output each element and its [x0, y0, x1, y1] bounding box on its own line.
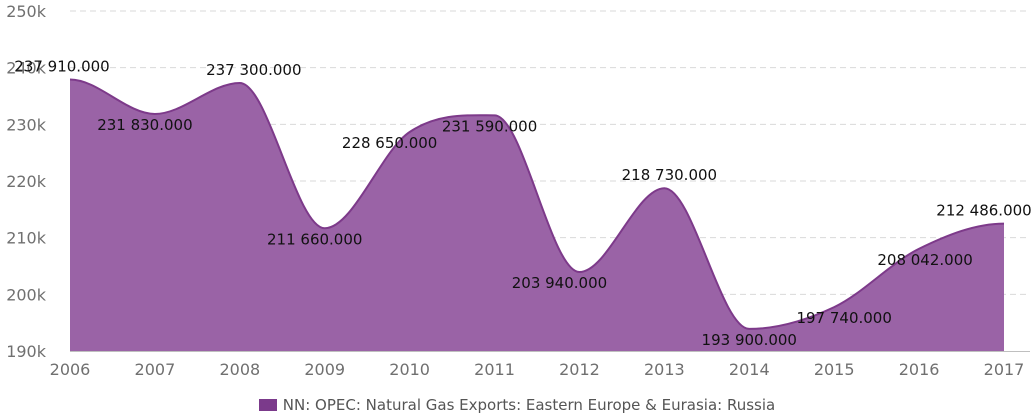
x-tick-label: 2007: [135, 360, 176, 379]
data-label-2010: 228 650.000: [342, 134, 437, 152]
x-tick-label: 2013: [644, 360, 685, 379]
data-label-2012: 203 940.000: [512, 274, 607, 292]
legend-label: NN: OPEC: Natural Gas Exports: Eastern E…: [282, 396, 776, 414]
y-tick-label: 210k: [6, 229, 47, 248]
x-tick-label: 2012: [559, 360, 600, 379]
data-label-2009: 211 660.000: [267, 230, 362, 248]
label-layer: 237 910.000 231 830.000 237 300.000 211 660…: [14, 58, 1031, 349]
x-tick-label: 2016: [899, 360, 940, 379]
legend-swatch: [258, 399, 277, 411]
series-line[interactable]: [69, 78, 1005, 330]
data-label-2006: 237 910.000: [14, 58, 109, 76]
y-tick-label: 190k: [6, 342, 47, 361]
data-label-2015: 197 740.000: [796, 309, 891, 327]
area-chart: 190k 200k 210k 220k 230k 240k 250k 2006 2007 2008…: [6, 2, 1032, 379]
y-tick-label: 250k: [6, 2, 47, 21]
x-tick-label: 2014: [729, 360, 770, 379]
x-tick-label: 2008: [219, 360, 260, 379]
y-tick-label: 220k: [6, 172, 47, 191]
x-tick-label: 2006: [50, 360, 91, 379]
legend[interactable]: NN: OPEC: Natural Gas Exports: Eastern E…: [0, 396, 1034, 414]
y-tick-label: 240k: [6, 59, 47, 78]
x-tick-label: 2015: [814, 360, 855, 379]
y-tick-label: 230k: [6, 115, 47, 134]
x-tick-label: 2010: [389, 360, 430, 379]
data-label-2008: 237 300.000: [206, 61, 301, 79]
x-tick-label: 2011: [474, 360, 515, 379]
data-label-2014: 193 900.000: [702, 331, 797, 349]
data-label-2016: 208 042.000: [877, 251, 972, 269]
data-label-2011: 231 590.000: [442, 117, 537, 135]
x-tick-label: 2009: [304, 360, 345, 379]
x-tick-label: 2017: [984, 360, 1025, 379]
area-fill[interactable]: [70, 79, 1004, 351]
y-tick-label: 200k: [6, 285, 47, 304]
area-layer: [69, 78, 1005, 351]
data-label-2013: 218 730.000: [622, 166, 717, 184]
data-label-2007: 231 830.000: [97, 116, 192, 134]
axis-layer: 190k 200k 210k 220k 230k 240k 250k 2006 2007 2008…: [6, 2, 1030, 379]
data-label-2017: 212 486.000: [936, 202, 1031, 220]
